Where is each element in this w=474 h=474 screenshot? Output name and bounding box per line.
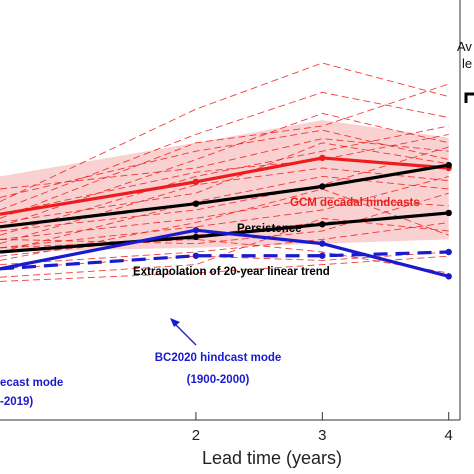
ensemble-member-16 [0,188,449,261]
x-tick-label-3: 3 [318,427,326,444]
ensemble-member-11 [0,196,449,240]
series-point-bc2020_hindcast_1900_2000-3 [319,240,326,247]
x-tick-label-4: 4 [445,427,453,444]
x-axis-ticks: 2 3 4 [192,412,453,444]
side-legend-line-icon [464,92,474,103]
series-point-bc2020_hindcast_recent-2 [192,252,200,259]
ensemble-member-8 [0,142,449,224]
series-point-bc2020_hindcast_recent-3 [319,252,326,259]
ensemble-member-20 [0,129,449,198]
series-point-linear_trend-2 [192,233,200,241]
series-lines [0,156,450,278]
series-line-linear_trend [0,211,449,254]
ensemble-member-21 [0,133,449,215]
annotation-persistence: Persistence [237,223,302,235]
annotation-bc2020-line2: (1900-2000) [187,374,250,386]
annotation-bc2020-recent-line2: -2019) [0,396,33,408]
series-point-persistence-2 [192,200,200,207]
annotation-gcm-hindcasts: GCM decadal hindcasts [290,197,420,209]
ensemble-member-18 [0,251,449,270]
annotation-linear-trend: Extrapolation of 20-year linear trend [133,266,330,278]
annotation-bc2020-line1: BC2020 hindcast mode [155,352,282,364]
series-point-gcm_hindcasts-3 [319,154,326,162]
ensemble-member-6 [0,125,449,236]
ensemble-member-12 [0,175,449,249]
series-line-bc2020_hindcast_1900_2000 [0,228,450,278]
annotation-bc2020-recent-line1: ecast mode [0,377,63,389]
side-text-line2: le [462,56,472,71]
ensemble-member-2 [0,91,449,211]
series-line-persistence [0,163,449,229]
bc2020-arrow-head [170,318,180,327]
ensemble-member-17 [0,238,449,274]
ensemble-member-9 [0,175,449,253]
series-point-bc2020_hindcast_recent-4 [445,248,452,256]
series-markers [192,154,452,280]
series-point-persistence-3 [319,183,326,190]
ensemble-member-5 [0,138,449,190]
series-point-bc2020_hindcast_1900_2000-4 [445,273,452,280]
series-point-linear_trend-3 [319,221,326,228]
ensemble-member-10 [0,146,449,232]
series-point-linear_trend-4 [445,209,452,217]
series-point-gcm_hindcasts-2 [192,178,200,186]
series-line-gcm_hindcasts [0,156,449,216]
x-axis-label: Lead time (years) [202,448,342,468]
side-text-line1: Av [457,39,472,54]
x-tick-label-2: 2 [192,427,200,444]
bc2020-arrow-shaft [172,321,197,346]
ensemble-member-3 [0,83,449,219]
series-point-persistence-4 [445,161,452,169]
series-point-bc2020_hindcast_1900_2000-2 [192,226,200,234]
series-line-bc2020_hindcast_recent [0,250,449,271]
